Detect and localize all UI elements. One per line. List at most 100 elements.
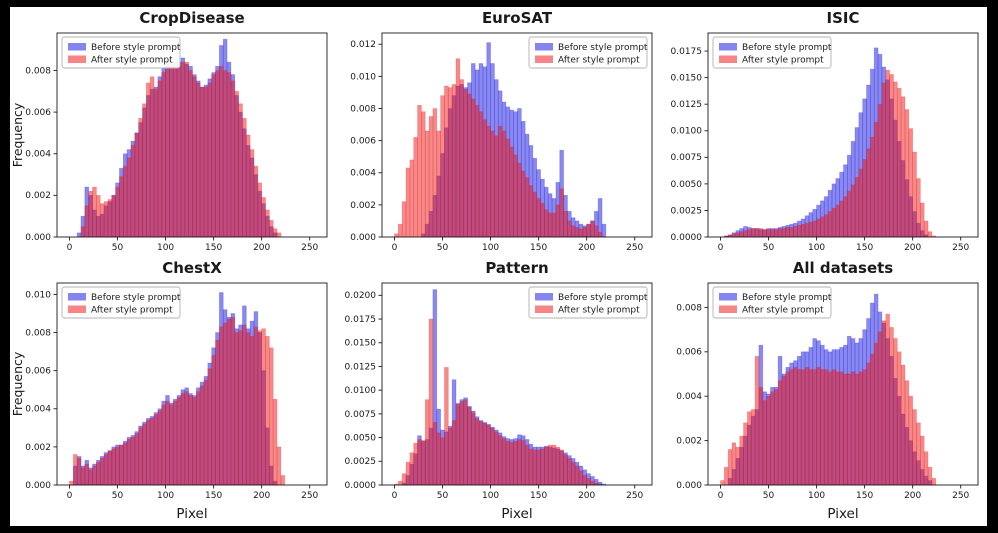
legend-swatch-after (535, 55, 554, 63)
subplot-chestx: 0 50 100 150 200 250 0.000 0.002 0.004 0.006 0.008… (11, 259, 328, 522)
svg-text:0: 0 (66, 491, 72, 501)
series-after-bars (724, 69, 937, 238)
series-after-bars (394, 58, 603, 238)
svg-text:Before style prompt: Before style prompt (742, 43, 832, 53)
y-axis-ticks: 0.000 0.002 0.004 0.006 0.008 (676, 303, 709, 491)
plot-title: ISIC (827, 9, 860, 27)
y-axis-ticks: 0.000 0.002 0.004 0.006 0.008 0.010 0.012 (351, 40, 383, 243)
legend: Before style prompt After style prompt (529, 286, 648, 319)
svg-text:50: 50 (763, 243, 775, 253)
legend-swatch-before (719, 43, 738, 51)
svg-text:0.000: 0.000 (676, 481, 702, 491)
subplot-cropdisease: 0 50 100 150 200 250 0.000 0.002 0.004 0.006 0.008… (11, 9, 328, 253)
series-after-bars (720, 313, 937, 486)
svg-text:0.006: 0.006 (351, 137, 377, 147)
x-axis-ticks: 0 50 100 150 200 250 (392, 237, 644, 253)
svg-text:0.004: 0.004 (25, 405, 51, 415)
svg-text:0.002: 0.002 (25, 191, 51, 201)
svg-text:150: 150 (531, 243, 548, 253)
plot-title: Pattern (486, 259, 549, 277)
svg-text:0.0150: 0.0150 (671, 74, 703, 84)
svg-text:0.002: 0.002 (676, 436, 702, 446)
svg-text:0.0100: 0.0100 (671, 127, 703, 137)
axes-box (382, 282, 653, 486)
legend-swatch-before (535, 293, 554, 301)
svg-text:100: 100 (482, 243, 499, 253)
svg-text:0.0025: 0.0025 (671, 206, 703, 216)
plot-title: All datasets (793, 259, 894, 277)
legend-swatch-before (719, 293, 738, 301)
svg-text:0.000: 0.000 (25, 481, 51, 491)
svg-text:150: 150 (856, 491, 873, 501)
legend: Before style prompt After style prompt (712, 286, 832, 319)
svg-text:150: 150 (205, 243, 222, 253)
svg-text:0.012: 0.012 (351, 40, 377, 50)
svg-text:0.0025: 0.0025 (345, 457, 377, 467)
svg-text:50: 50 (763, 491, 775, 501)
svg-text:250: 250 (301, 243, 318, 253)
svg-text:After style prompt: After style prompt (91, 56, 173, 66)
x-axis-ticks: 0 50 100 150 200 250 (66, 237, 318, 253)
svg-text:After style prompt: After style prompt (558, 306, 640, 316)
svg-text:150: 150 (205, 491, 222, 501)
x-axis-label: Pixel (176, 506, 207, 522)
svg-text:0.002: 0.002 (351, 201, 377, 211)
svg-text:Before style prompt: Before style prompt (558, 293, 648, 303)
legend-swatch-after (67, 305, 86, 313)
axes-box (707, 32, 979, 238)
legend: Before style prompt After style prompt (712, 36, 832, 69)
svg-text:0.0100: 0.0100 (345, 386, 377, 396)
subplot-all-datasets: 0 50 100 150 200 250 0.000 0.002 0.004 0.006 0.008… (676, 259, 979, 522)
svg-text:0.008: 0.008 (25, 66, 51, 76)
svg-text:0.008: 0.008 (676, 303, 702, 313)
svg-text:200: 200 (253, 243, 270, 253)
svg-text:0.006: 0.006 (676, 348, 702, 358)
y-axis-label: Frequency (11, 102, 25, 167)
legend-swatch-after (719, 305, 738, 313)
svg-text:After style prompt: After style prompt (558, 56, 640, 66)
svg-text:0.0125: 0.0125 (345, 362, 377, 372)
svg-text:200: 200 (253, 491, 270, 501)
legend-swatch-before (67, 43, 86, 51)
svg-text:0.000: 0.000 (25, 233, 51, 243)
plot-title: EuroSAT (482, 9, 553, 27)
svg-text:100: 100 (482, 491, 499, 501)
svg-text:Before style prompt: Before style prompt (558, 43, 648, 53)
plot-title: ChestX (162, 259, 222, 277)
legend-swatch-after (535, 305, 554, 313)
svg-text:100: 100 (808, 243, 825, 253)
svg-text:0: 0 (392, 243, 398, 253)
x-axis-ticks: 0 50 100 150 200 250 (718, 237, 970, 253)
svg-text:0.006: 0.006 (25, 367, 51, 377)
svg-text:0.0050: 0.0050 (671, 180, 703, 190)
x-axis-label: Pixel (502, 506, 533, 522)
x-axis-ticks: 0 50 100 150 200 250 (718, 485, 970, 501)
svg-text:0.0175: 0.0175 (671, 47, 703, 57)
svg-text:50: 50 (437, 491, 449, 501)
svg-text:100: 100 (808, 491, 825, 501)
svg-text:100: 100 (157, 491, 174, 501)
x-axis-label: Pixel (828, 506, 859, 522)
svg-text:0.0050: 0.0050 (345, 433, 377, 443)
y-axis-label: Frequency (11, 351, 25, 416)
x-axis-ticks: 0 50 100 150 200 250 (392, 485, 644, 501)
series-after-bars (80, 61, 282, 238)
series-after-bars (68, 316, 285, 486)
svg-text:0.000: 0.000 (351, 233, 377, 243)
subplot-eurosat: 0 50 100 150 200 250 0.000 0.002 0.004 0.006 0.008… (351, 9, 653, 253)
svg-text:250: 250 (952, 243, 969, 253)
x-axis-ticks: 0 50 100 150 200 250 (66, 485, 318, 501)
svg-text:200: 200 (579, 491, 596, 501)
legend: Before style prompt After style prompt (61, 36, 181, 69)
svg-text:0.0000: 0.0000 (671, 233, 703, 243)
svg-text:0.004: 0.004 (25, 150, 51, 160)
y-axis-ticks: 0.000 0.002 0.004 0.006 0.008 0.010 (25, 290, 57, 491)
svg-text:0.0200: 0.0200 (345, 291, 377, 301)
svg-text:0.008: 0.008 (351, 104, 377, 114)
legend-swatch-before (535, 43, 554, 51)
axes-box (56, 282, 328, 486)
svg-text:0.0175: 0.0175 (345, 315, 377, 325)
svg-text:After style prompt: After style prompt (742, 306, 824, 316)
axes-box (707, 282, 979, 486)
